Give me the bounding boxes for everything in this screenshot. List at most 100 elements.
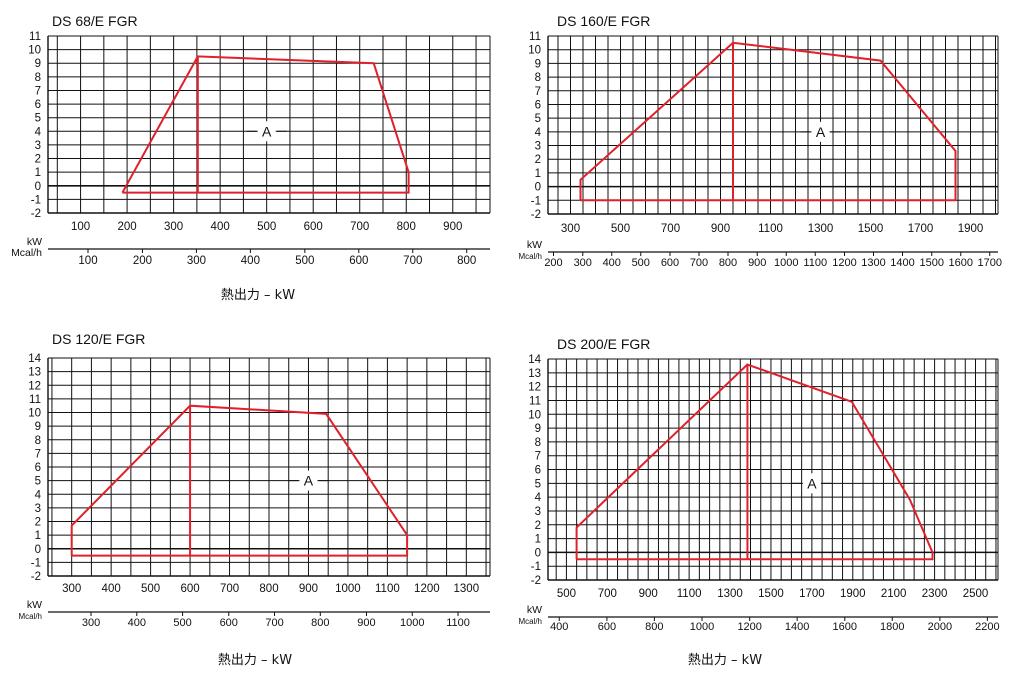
x-tick-label-mcal: 200 [133, 255, 152, 267]
y-tick-label: 0 [35, 181, 41, 193]
region-label-background [802, 473, 821, 494]
y-tick-label: 7 [535, 86, 541, 98]
x-tick-label-mcal: 600 [220, 617, 238, 629]
y-tick-label: 5 [35, 113, 41, 125]
y-tick-label: -2 [531, 209, 541, 221]
y-tick-label: 0 [535, 182, 541, 194]
x-axis-title: 熱出力 – kW [221, 288, 295, 303]
y-tick-label: 10 [528, 45, 541, 57]
working-field-envelope [575, 363, 934, 561]
x-tick-label-kw: 500 [257, 221, 276, 233]
y-tick-label: 4 [535, 127, 542, 139]
x-tick-label-mcal: 700 [265, 617, 283, 629]
y-tick-label: 0 [35, 544, 41, 556]
x-tick-label-kw: 900 [639, 588, 658, 600]
chart-title: DS 160/E FGR [557, 13, 650, 29]
x-tick-label-kw: 500 [141, 583, 160, 595]
y-tick-label: 6 [535, 99, 541, 111]
y-tick-label: 10 [28, 408, 41, 420]
x-tick-label-mcal: 1200 [832, 257, 856, 269]
x-tick-label-mcal: 400 [550, 621, 568, 633]
x-tick-label-kw: 2500 [963, 588, 989, 600]
x-tick-label-kw: 400 [211, 221, 230, 233]
x-tick-label-mcal: 1100 [803, 257, 827, 269]
y-tick-label: 11 [29, 31, 41, 43]
y-tick-label: 1 [535, 168, 541, 180]
chart-title: DS 200/E FGR [557, 336, 650, 352]
y-tick-label: 14 [528, 354, 541, 366]
y-tick-label: 11 [29, 394, 41, 406]
x-unit-mcal: Mcal/h [18, 612, 42, 621]
region-label-background [811, 121, 830, 142]
x-tick-label-kw: 900 [299, 583, 318, 595]
y-tick-label: 3 [535, 141, 541, 153]
x-unit-kw: kW [27, 599, 42, 611]
y-tick-label: 1 [35, 167, 41, 179]
y-tick-label: 11 [529, 31, 541, 43]
y-tick-label: 1 [35, 530, 41, 542]
y-tick-label: 8 [35, 435, 41, 447]
working-field-envelope [70, 404, 409, 557]
x-tick-label-kw: 1300 [717, 588, 743, 600]
y-tick-label: -2 [31, 571, 41, 583]
y-tick-label: 2 [35, 517, 41, 529]
x-tick-label-mcal: 800 [645, 621, 663, 633]
x-tick-label-mcal: 1000 [400, 617, 424, 629]
x-tick-label-kw: 900 [443, 221, 462, 233]
region-label: A [816, 124, 826, 140]
x-tick-label-kw: 600 [180, 583, 199, 595]
x-tick-label-mcal: 300 [574, 257, 592, 269]
x-tick-label-mcal: 700 [690, 257, 708, 269]
x-tick-label-mcal: 1400 [890, 257, 914, 269]
x-tick-label-kw: 800 [397, 221, 416, 233]
x-tick-label-kw: 900 [711, 223, 730, 235]
y-tick-label: 7 [35, 85, 41, 97]
x-tick-label-kw: 1900 [958, 223, 984, 235]
y-tick-label: 8 [535, 437, 541, 449]
x-tick-label-kw: 100 [71, 221, 90, 233]
y-tick-label: 6 [35, 462, 41, 474]
y-tick-label: -1 [531, 195, 541, 207]
x-tick-label-mcal: 400 [241, 255, 260, 267]
y-tick-label: 10 [528, 409, 541, 421]
x-tick-label-kw: 300 [62, 583, 81, 595]
x-tick-label-kw: 1700 [908, 223, 934, 235]
x-tick-label-mcal: 1600 [833, 621, 857, 633]
x-tick-label-kw: 300 [164, 221, 183, 233]
y-tick-label: 2 [535, 154, 541, 166]
y-tick-label: 3 [35, 140, 41, 152]
x-tick-label-kw: 1900 [840, 588, 866, 600]
y-tick-label: 13 [528, 368, 541, 380]
x-unit-kw: kW [527, 239, 542, 251]
chart-title: DS 120/E FGR [52, 331, 145, 347]
x-tick-label-kw: 600 [304, 221, 323, 233]
y-tick-label: 2 [35, 154, 41, 166]
x-tick-label-kw: 1700 [799, 588, 825, 600]
x-tick-label-kw: 1500 [858, 223, 884, 235]
x-tick-label-kw: 500 [557, 588, 576, 600]
y-tick-label: 4 [535, 492, 542, 504]
x-unit-mcal: Mcal/h [518, 252, 542, 261]
x-tick-label-mcal: 2200 [975, 621, 999, 633]
region-label-background [299, 470, 318, 491]
x-tick-label-kw: 500 [611, 223, 630, 235]
chart-title: DS 68/E FGR [52, 13, 138, 29]
x-tick-label-mcal: 300 [187, 255, 206, 267]
x-tick-label-kw: 700 [598, 588, 617, 600]
y-tick-label: 7 [35, 448, 41, 460]
x-tick-label-mcal: 1100 [446, 617, 470, 629]
y-tick-label: 5 [535, 113, 541, 125]
x-tick-label-kw: 1500 [758, 588, 784, 600]
x-tick-label-kw: 700 [220, 583, 239, 595]
y-tick-label: 12 [528, 382, 541, 394]
x-unit-mcal: Mcal/h [518, 617, 542, 626]
y-tick-label: 9 [35, 421, 41, 433]
y-tick-label: -1 [531, 561, 541, 573]
x-tick-label-mcal: 1000 [774, 257, 798, 269]
x-tick-label-kw: 1000 [335, 583, 361, 595]
y-tick-label: 11 [529, 395, 541, 407]
x-tick-label-mcal: 700 [403, 255, 422, 267]
